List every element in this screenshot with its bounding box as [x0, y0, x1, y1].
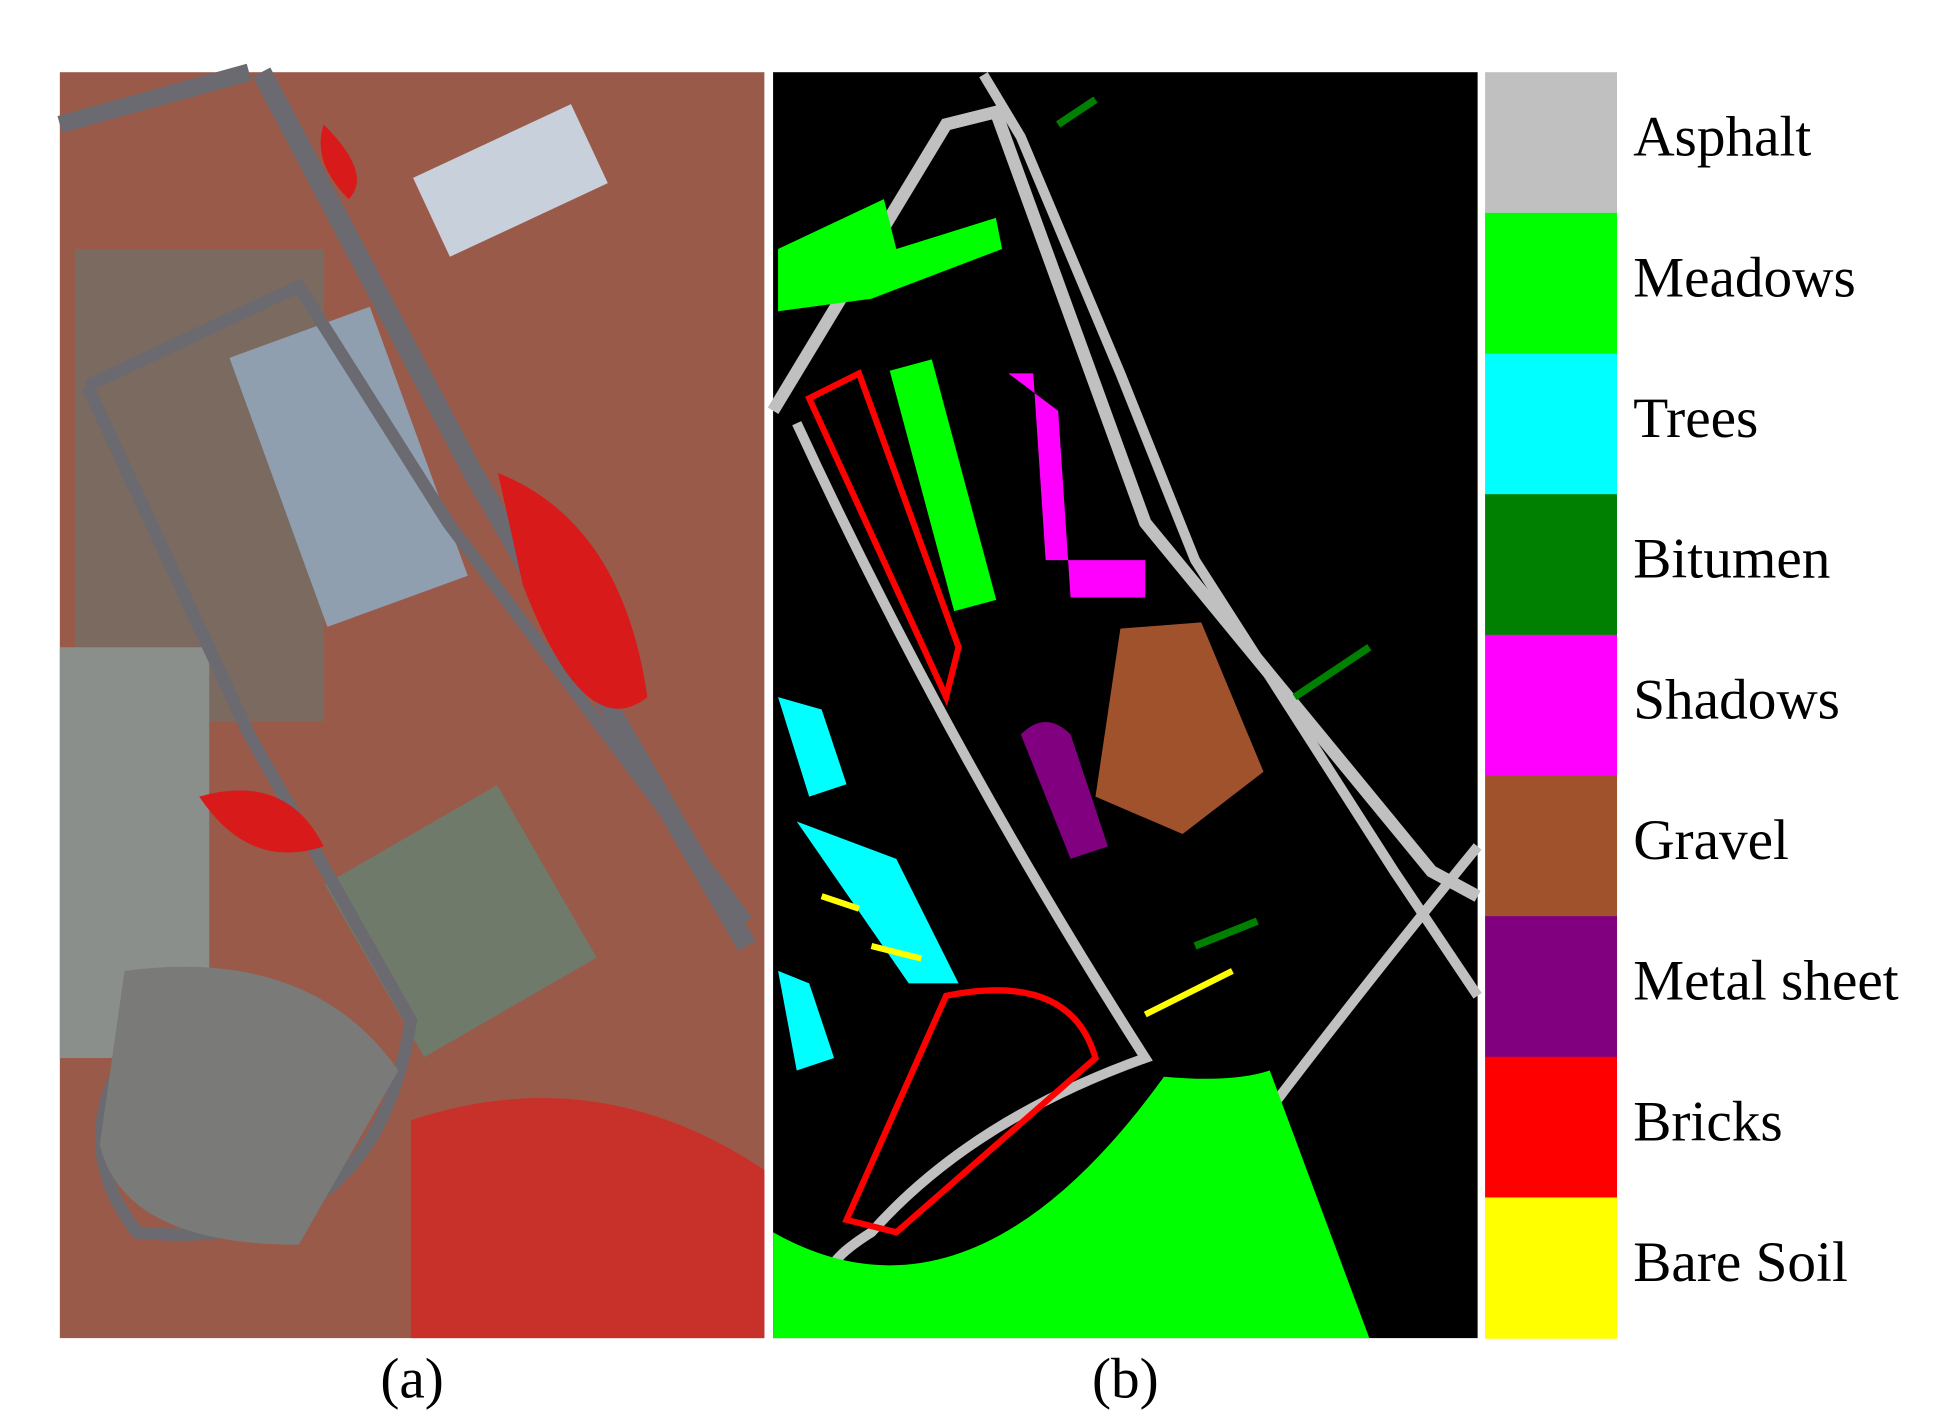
legend: Asphalt Meadows Trees Bitumen Shadows Gravel M…: [1485, 72, 1899, 1339]
aerial-image: [57, 63, 765, 1339]
legend-swatch: [1485, 494, 1618, 636]
legend-swatch: [1485, 1056, 1618, 1199]
legend-label: Asphalt: [1633, 106, 1811, 169]
legend-swatch: [1485, 1197, 1618, 1339]
legend-swatch: [1485, 72, 1618, 214]
legend-swatch: [1485, 916, 1618, 1058]
legend-swatch: [1485, 634, 1618, 777]
ground-truth-map: [767, 72, 1482, 1339]
legend-label: Gravel: [1633, 809, 1789, 872]
legend-label: Trees: [1633, 387, 1758, 450]
legend-swatch: [1485, 353, 1618, 495]
panel-caption: (a): [380, 1347, 444, 1410]
legend-label: Metal sheet: [1633, 950, 1899, 1013]
legend-label: Bitumen: [1633, 528, 1830, 591]
legend-label: Meadows: [1633, 246, 1856, 309]
legend-label: Bare Soil: [1633, 1231, 1848, 1294]
legend-label: Bricks: [1633, 1090, 1782, 1153]
legend-label: Shadows: [1633, 668, 1840, 731]
panel-caption: (b): [1092, 1347, 1159, 1410]
legend-swatch: [1485, 212, 1618, 355]
legend-swatch: [1485, 775, 1618, 917]
